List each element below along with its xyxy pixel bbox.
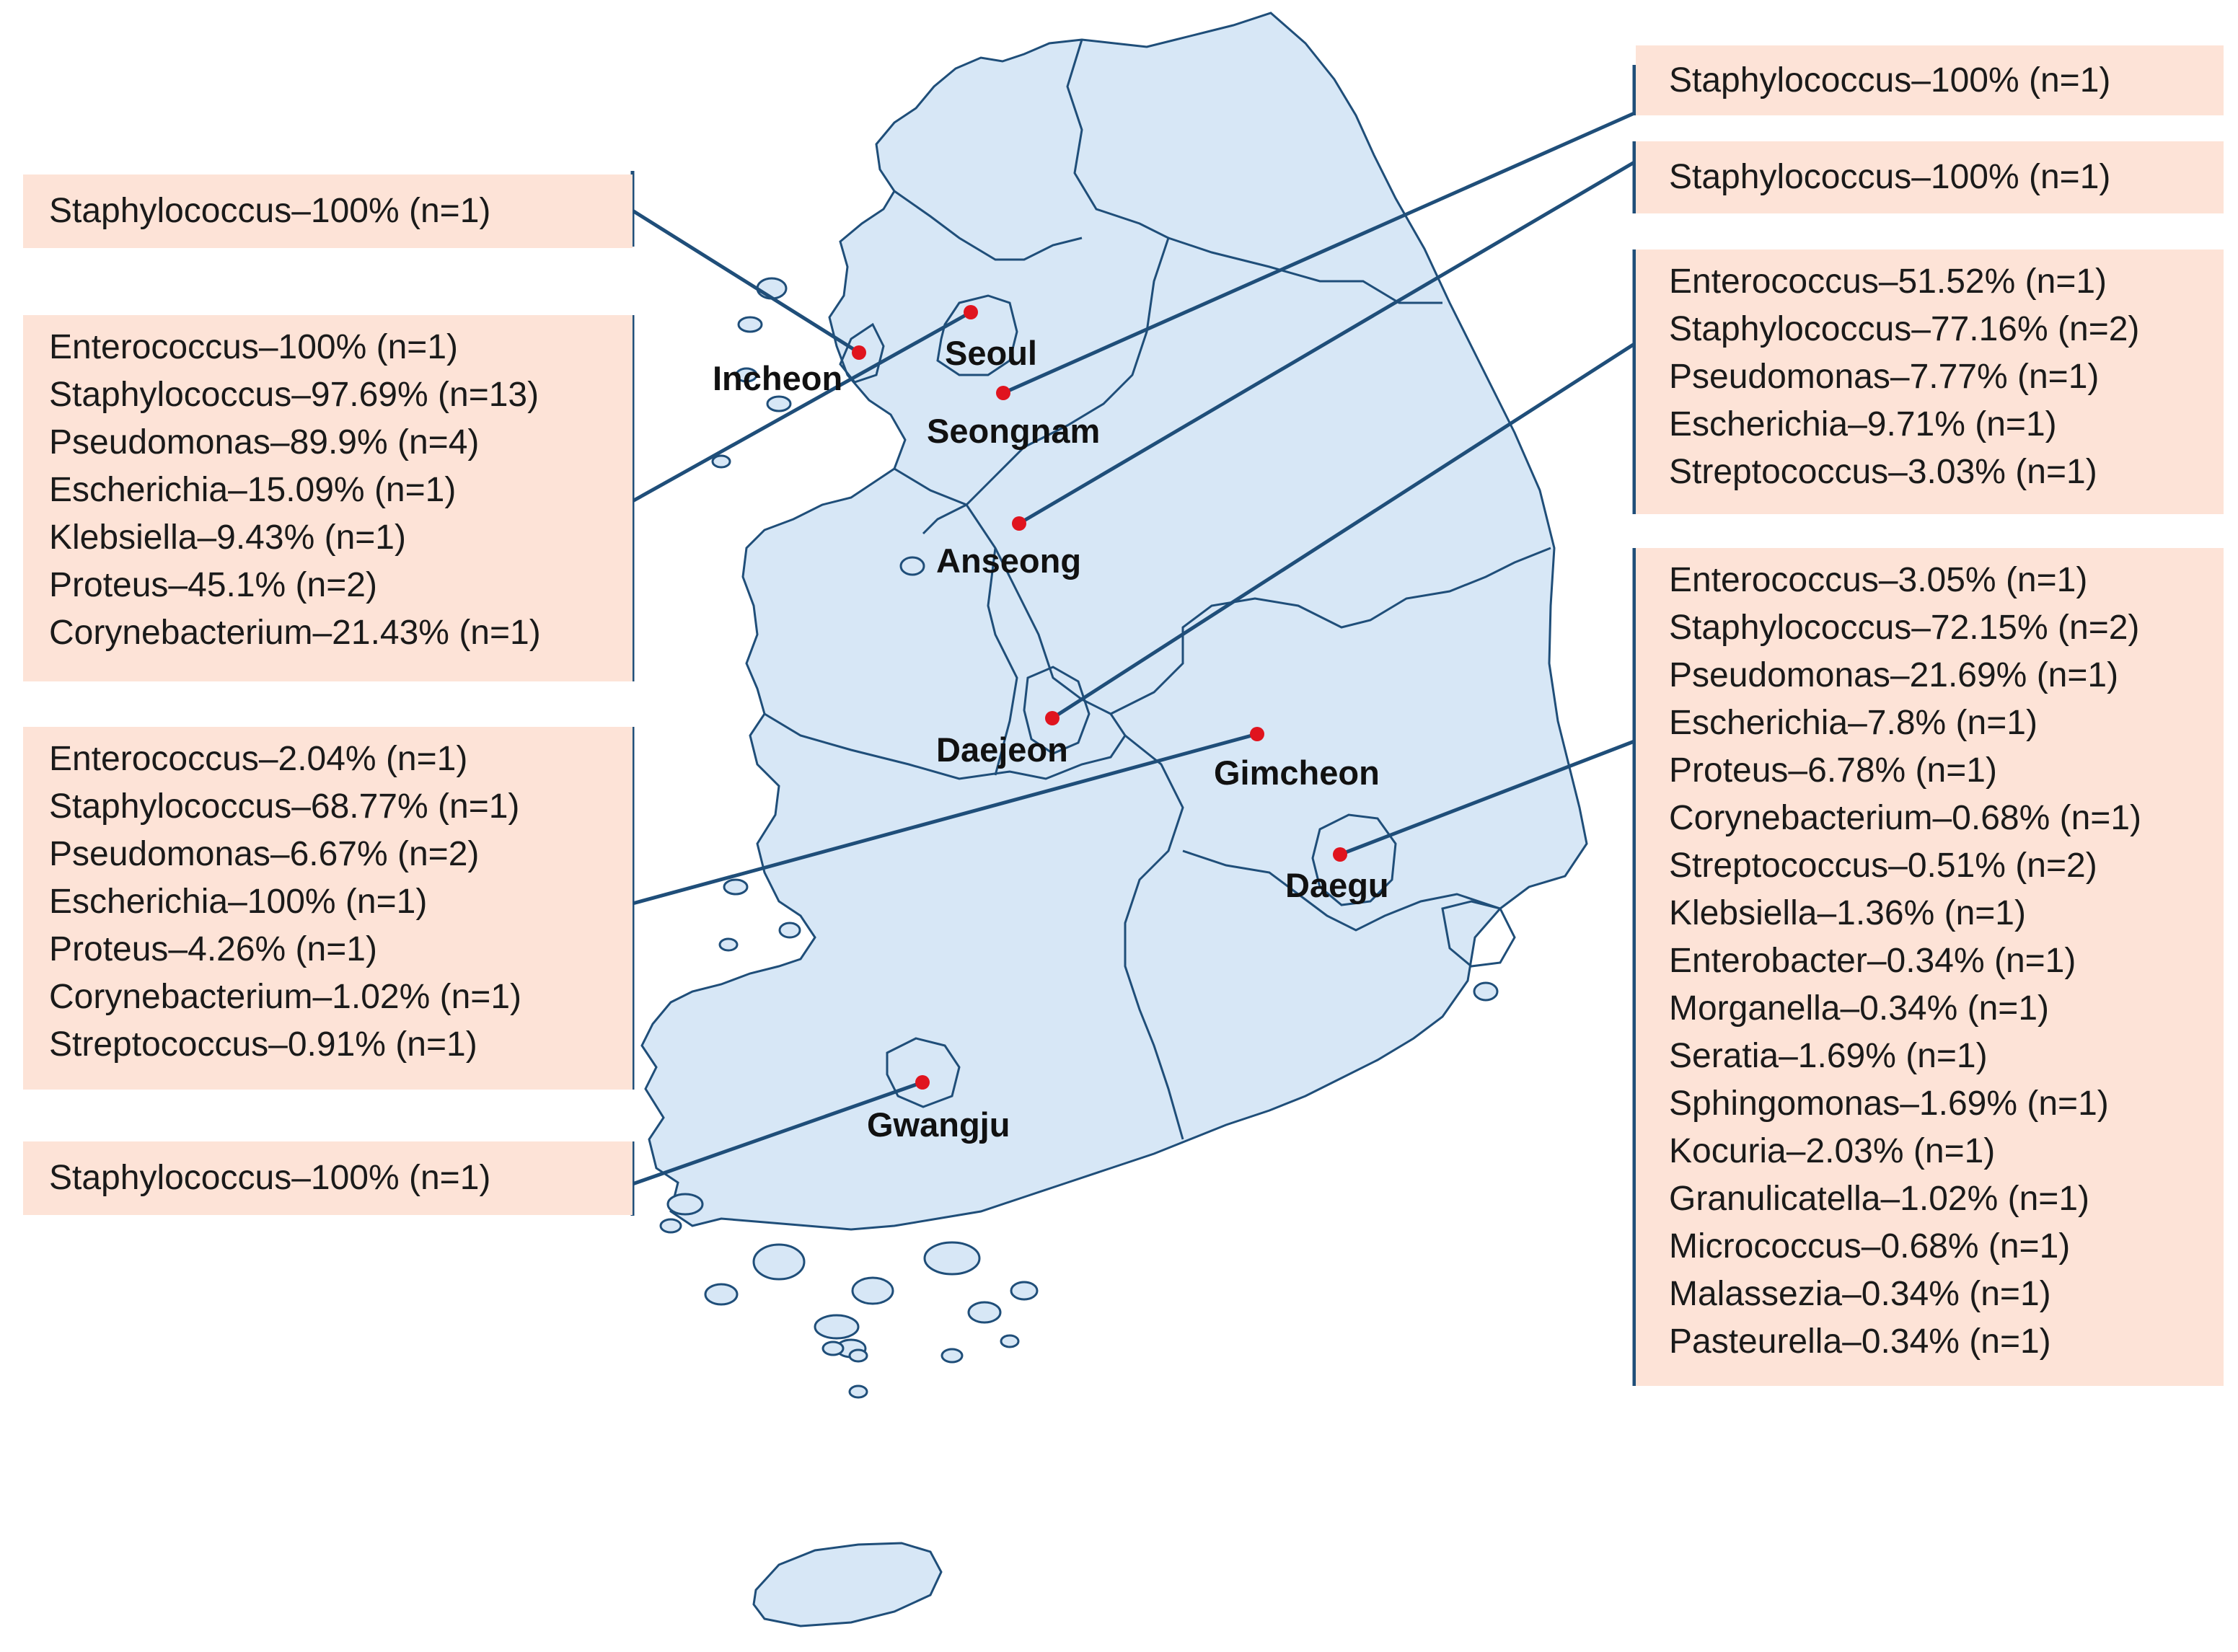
box-line: Morganella–0.34% (n=1): [1669, 989, 2049, 1028]
city-label-gwangju: Gwangju: [867, 1105, 1010, 1144]
box-line: Pseudomonas–6.67% (n=2): [49, 835, 480, 873]
metro-outlines: [839, 294, 1516, 1108]
box-line: Escherichia–15.09% (n=1): [49, 471, 457, 509]
box-line: Staphylococcus–68.77% (n=1): [49, 787, 520, 826]
box-line: Granulicatella–1.02% (n=1): [1669, 1180, 2090, 1218]
city-label-seongnam: Seongnam: [927, 412, 1101, 450]
box-line: Pasteurella–0.34% (n=1): [1669, 1322, 2051, 1361]
box-line: Pseudomonas–21.69% (n=1): [1669, 656, 2119, 694]
info-box-seoul: Staphylococcus–100% (n=1): [23, 175, 633, 248]
leader-line-daejeon: [1051, 342, 1636, 720]
box-line: Klebsiella–9.43% (n=1): [49, 518, 406, 557]
box-line: Corynebacterium–0.68% (n=1): [1669, 799, 2142, 837]
info-box-incheon: Enterococcus–100% (n=1) Staphylococcus–9…: [23, 315, 633, 681]
box-line: Streptococcus–0.91% (n=1): [49, 1025, 477, 1064]
city-label-daejeon: Daejeon: [936, 730, 1068, 769]
leader-line-seoul: [631, 208, 860, 355]
city-dot-seongnam: [996, 386, 1010, 400]
box-line: Staphylococcus–100% (n=1): [1669, 61, 2111, 100]
box-line: Enterococcus–2.04% (n=1): [49, 740, 468, 778]
box-line: Proteus–45.1% (n=2): [49, 566, 377, 604]
city-dot-daejeon: [1045, 711, 1059, 725]
box-line: Escherichia–7.8% (n=1): [1669, 704, 2037, 742]
coastal-islands: [659, 277, 1499, 1399]
box-line: Pseudomonas–89.9% (n=4): [49, 423, 480, 461]
city-label-incheon: Incheon: [713, 359, 843, 397]
box-line: Streptococcus–0.51% (n=2): [1669, 847, 2097, 885]
city-dot-anseong: [1012, 516, 1026, 531]
box-line: Staphylococcus–72.15% (n=2): [1669, 609, 2140, 647]
box-line: Pseudomonas–7.77% (n=1): [1669, 358, 2100, 396]
box-line: Micrococcus–0.68% (n=1): [1669, 1227, 2071, 1265]
city-dot-gwangju: [915, 1075, 930, 1090]
city-dot-seoul: [964, 305, 978, 319]
info-box-gimcheon: Enterococcus–2.04% (n=1) Staphylococcus–…: [23, 727, 633, 1090]
leader-lines: [630, 65, 1636, 1386]
box-line: Streptococcus–3.03% (n=1): [1669, 453, 2097, 491]
mainland-korea: [640, 12, 1588, 1231]
jeju-island: [752, 1542, 943, 1627]
box-line: Klebsiella–1.36% (n=1): [1669, 894, 2026, 932]
info-box-daegu: Enterococcus–3.05% (n=1) Staphylococcus–…: [1636, 548, 2224, 1386]
leader-line-gwangju: [632, 1080, 923, 1186]
city-label-gimcheon: Gimcheon: [1214, 754, 1380, 792]
box-line: Enterobacter–0.34% (n=1): [1669, 942, 2076, 980]
city-label-daegu: Daegu: [1285, 866, 1389, 904]
box-line: Malassezia–0.34% (n=1): [1669, 1275, 2051, 1313]
box-line: Proteus–6.78% (n=1): [1669, 751, 1997, 790]
city-dot-gimcheon: [1250, 727, 1264, 741]
box-line: Staphylococcus–97.69% (n=13): [49, 376, 539, 414]
leader-line-incheon: [631, 310, 972, 503]
city-label-seoul: Seoul: [945, 334, 1037, 372]
leader-line-seongnam: [1002, 111, 1636, 395]
box-line: Proteus–4.26% (n=1): [49, 930, 377, 968]
leader-line-gimcheon: [632, 732, 1258, 906]
city-label-anseong: Anseong: [936, 542, 1082, 580]
box-line: Staphylococcus–100% (n=1): [1669, 158, 2111, 196]
box-line: Sphingomonas–1.69% (n=1): [1669, 1085, 2109, 1123]
box-line: Enterococcus–100% (n=1): [49, 328, 458, 366]
info-box-anseong: Staphylococcus–100% (n=1): [1636, 141, 2224, 213]
box-line: Enterococcus–3.05% (n=1): [1669, 561, 2088, 599]
box-line: Staphylococcus–100% (n=1): [49, 192, 491, 230]
box-line: Kocuria–2.03% (n=1): [1669, 1132, 1996, 1170]
city-dot-daegu: [1333, 847, 1347, 862]
box-line: Corynebacterium–21.43% (n=1): [49, 614, 541, 652]
box-line: Staphylococcus–100% (n=1): [49, 1159, 491, 1197]
info-box-gwangju: Staphylococcus–100% (n=1): [23, 1141, 633, 1215]
province-boundaries: [764, 39, 1551, 1140]
city-markers: [852, 305, 1347, 1090]
city-dot-incheon: [852, 345, 866, 360]
box-line: Escherichia–9.71% (n=1): [1669, 405, 2057, 443]
info-box-seongnam: Staphylococcus–100% (n=1): [1636, 45, 2224, 115]
box-line: Escherichia–100% (n=1): [49, 883, 428, 921]
box-line: Staphylococcus–77.16% (n=2): [1669, 310, 2140, 348]
leader-line-daegu: [1339, 739, 1635, 857]
box-line: Enterococcus–51.52% (n=1): [1669, 262, 2107, 301]
leader-line-anseong: [1018, 160, 1636, 526]
box-line: Corynebacterium–1.02% (n=1): [49, 978, 522, 1016]
box-line: Seratia–1.69% (n=1): [1669, 1037, 1988, 1075]
info-box-daejeon: Enterococcus–51.52% (n=1) Staphylococcus…: [1636, 249, 2224, 514]
